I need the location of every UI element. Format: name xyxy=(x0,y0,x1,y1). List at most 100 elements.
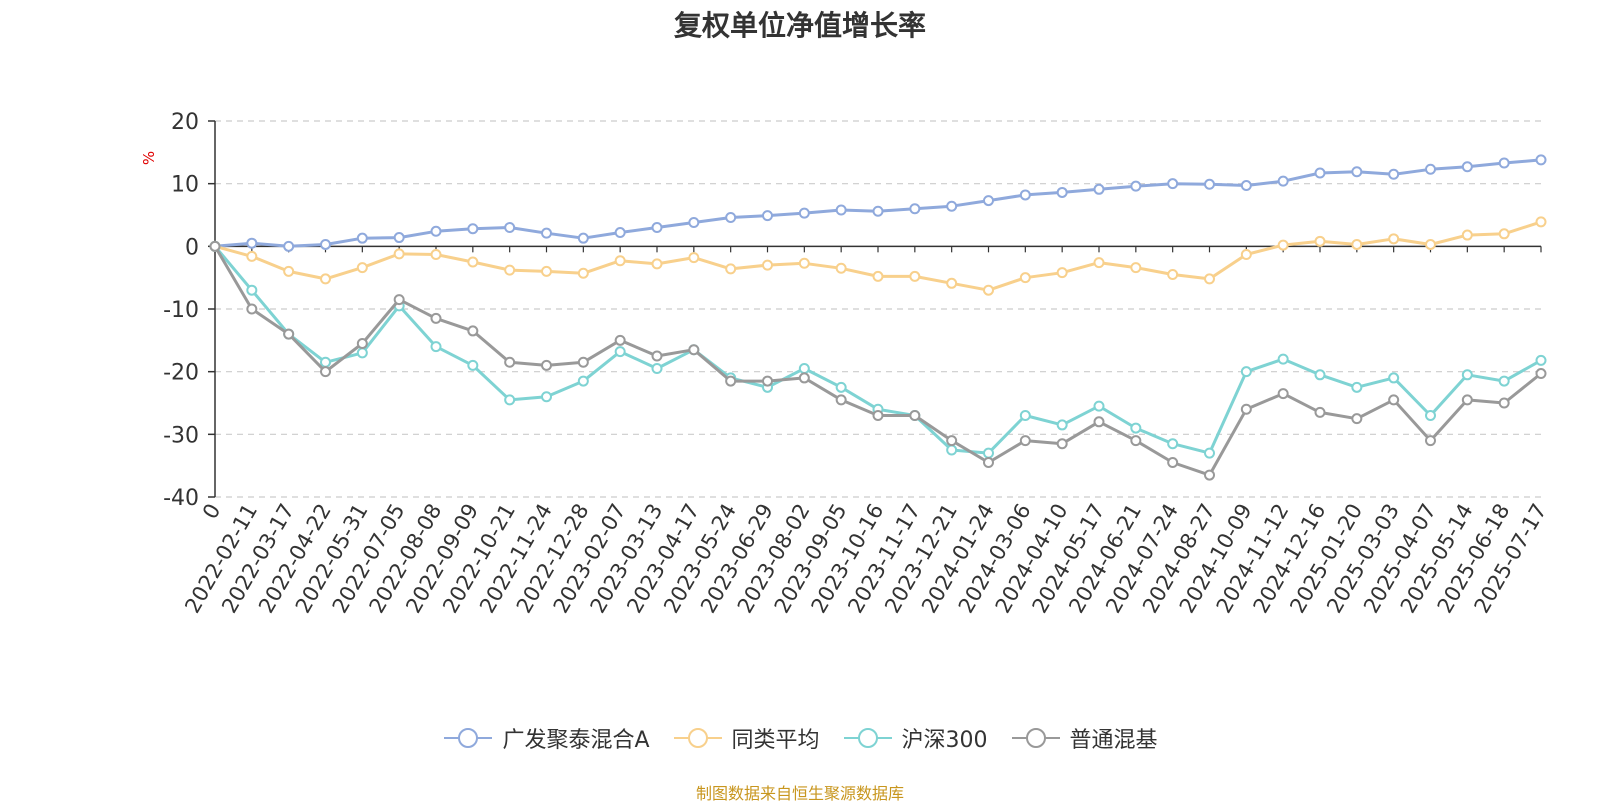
data-point xyxy=(614,334,626,346)
data-point xyxy=(246,303,258,315)
data-point xyxy=(946,200,958,212)
data-point xyxy=(1019,272,1031,284)
y-tick-label: -20 xyxy=(163,361,199,386)
data-point xyxy=(1204,273,1215,285)
data-point xyxy=(946,444,958,456)
data-point xyxy=(1093,416,1105,428)
data-point xyxy=(1498,157,1510,169)
data-point xyxy=(430,341,442,353)
data-point xyxy=(356,232,368,244)
legend-item[interactable]: 广发聚泰混合A xyxy=(442,722,650,754)
data-point xyxy=(835,262,847,274)
data-point xyxy=(798,363,810,375)
data-point xyxy=(504,356,516,368)
legend-label: 沪深300 xyxy=(901,728,988,753)
data-point xyxy=(909,410,921,422)
legend-item[interactable]: 普通混基 xyxy=(1010,722,1158,754)
data-point xyxy=(1461,394,1473,406)
data-point xyxy=(1388,168,1400,180)
data-point xyxy=(1167,438,1179,450)
data-point xyxy=(467,325,479,337)
legend-item[interactable]: 同类平均 xyxy=(672,722,820,754)
data-point xyxy=(688,217,700,229)
data-point xyxy=(1535,216,1547,228)
data-point xyxy=(504,394,516,406)
data-point xyxy=(835,204,847,216)
data-point xyxy=(1351,413,1363,425)
data-point xyxy=(246,250,258,262)
data-point xyxy=(1388,233,1400,245)
data-point xyxy=(1056,438,1068,450)
data-point xyxy=(688,252,700,264)
data-point xyxy=(577,267,589,279)
data-point xyxy=(1498,228,1510,240)
data-point xyxy=(430,312,442,324)
source-note: 制图数据来自恒生聚源数据库 xyxy=(695,784,904,803)
data-point xyxy=(356,347,368,359)
data-point xyxy=(1056,186,1068,198)
data-point xyxy=(393,294,405,306)
data-point xyxy=(577,232,589,244)
data-point xyxy=(614,227,626,239)
data-point xyxy=(725,375,737,387)
x-tick-labels: 02022-02-112022-03-172022-04-222022-05-3… xyxy=(180,500,1551,618)
data-point xyxy=(1535,154,1547,166)
data-point xyxy=(614,346,626,358)
data-point xyxy=(1019,189,1031,201)
data-point xyxy=(209,240,221,252)
data-point xyxy=(1461,161,1473,173)
data-point xyxy=(1351,238,1363,250)
data-point xyxy=(1019,410,1031,422)
data-point xyxy=(1277,388,1289,400)
data-point xyxy=(1056,419,1068,431)
y-tick-label: 10 xyxy=(171,173,199,198)
data-point xyxy=(651,222,663,234)
data-point xyxy=(1461,229,1473,241)
legend-item[interactable]: 沪深300 xyxy=(842,722,988,754)
data-point xyxy=(541,391,552,403)
data-point xyxy=(762,210,773,222)
data-point xyxy=(725,212,737,224)
data-point xyxy=(1056,267,1068,279)
data-point xyxy=(983,195,994,207)
data-point xyxy=(541,265,552,277)
data-point xyxy=(541,227,552,239)
data-point xyxy=(1130,435,1142,447)
y-tick-label: -10 xyxy=(163,298,199,323)
data-point xyxy=(1240,403,1252,415)
data-point xyxy=(541,359,552,371)
data-point xyxy=(1388,372,1400,384)
legend-label: 普通混基 xyxy=(1069,728,1158,753)
data-point xyxy=(1130,262,1142,274)
data-point xyxy=(504,264,516,276)
data-point xyxy=(504,222,516,234)
data-point xyxy=(1167,178,1179,190)
data-point xyxy=(467,223,479,235)
y-tick-labels: 20 10 0 -10 -20 -30 -40 xyxy=(163,110,199,511)
data-point xyxy=(320,273,331,285)
data-point xyxy=(983,447,994,459)
data-point xyxy=(1204,178,1215,190)
chart-title: 复权单位净值增长率 xyxy=(673,9,926,42)
grid-lines xyxy=(215,120,1541,498)
data-point xyxy=(1093,183,1105,195)
data-point xyxy=(1461,369,1473,381)
data-point xyxy=(1204,469,1215,481)
series-1 xyxy=(209,216,1547,296)
data-point xyxy=(983,457,994,469)
data-point xyxy=(393,232,405,244)
data-point xyxy=(1277,353,1289,365)
data-point xyxy=(1314,406,1326,418)
data-point xyxy=(762,259,773,271)
data-point xyxy=(872,410,884,422)
data-point xyxy=(1240,366,1252,378)
data-point xyxy=(1240,180,1252,192)
data-point xyxy=(1130,180,1142,192)
legend-label: 同类平均 xyxy=(731,728,820,753)
data-point xyxy=(1277,239,1289,251)
data-point xyxy=(430,248,442,260)
data-point xyxy=(1314,235,1326,247)
data-point xyxy=(909,203,921,215)
data-point xyxy=(1498,397,1510,409)
data-point xyxy=(909,270,921,282)
